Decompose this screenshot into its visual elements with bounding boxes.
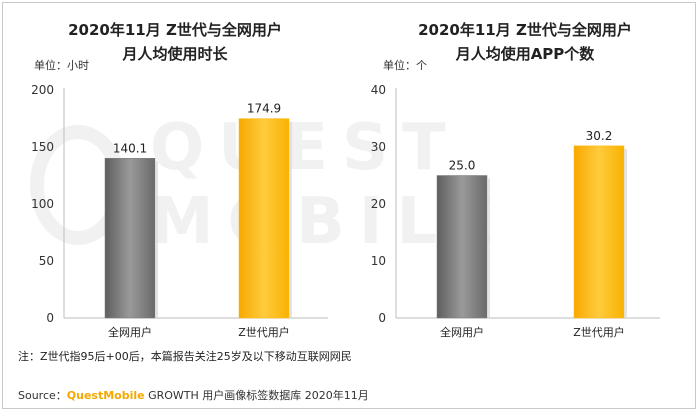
source-prefix: Source： — [18, 389, 67, 402]
chart1-bar — [104, 158, 156, 319]
chart2-data-label: 30.2 — [586, 129, 613, 143]
chart1-y-tick-label: 50 — [39, 254, 54, 268]
chart1-data-label: 140.1 — [113, 141, 147, 155]
chart1-unit-label: 单位：小时 — [34, 59, 89, 72]
chart2-unit-label: 单位：个 — [383, 59, 427, 72]
chart2-title-line1: 2020年11月 Z世代与全网用户 — [418, 21, 632, 39]
source-brand: QuestMobile — [66, 389, 145, 402]
chart2-x-tick-label: 全网用户 — [440, 325, 484, 339]
chart1-y-tick-label: 0 — [46, 311, 54, 325]
chart2-y-tick-label: 10 — [371, 254, 386, 268]
chart1-title-line2: 月人均使用时长 — [122, 45, 228, 63]
source-suffix: GROWTH 用户画像标签数据库 2020年11月 — [144, 389, 369, 402]
chart2-y-tick-label: 20 — [371, 197, 386, 211]
chart2-y-tick-label: 0 — [378, 311, 386, 325]
chart1-bar-shadow — [289, 121, 292, 318]
chart1-y-tick-label: 200 — [31, 83, 54, 97]
chart2-data-label: 25.0 — [449, 159, 476, 173]
chart2-x-tick-label: Z世代用户 — [573, 325, 625, 339]
chart1-bar-shadow — [155, 161, 158, 318]
chart2-y-tick-label: 30 — [371, 140, 386, 154]
source-line: Source：QuestMobile GROWTH 用户画像标签数据库 2020… — [18, 387, 369, 403]
chart2-bar — [436, 175, 488, 319]
footnote: 注：Z世代指95后+00后，本篇报告关注25岁及以下移动互联网网民 — [18, 350, 352, 363]
chart2-bar — [573, 145, 625, 319]
chart2-bar-shadow — [624, 148, 627, 318]
chart1-title: 2020年11月 Z世代与全网用户 月人均使用时长 — [40, 18, 310, 66]
chart2-title: 2020年11月 Z世代与全网用户 月人均使用APP个数 — [380, 18, 670, 66]
chart1-y-tick-label: 150 — [31, 140, 54, 154]
chart2-bar-shadow — [487, 178, 490, 318]
chart2-title-line2: 月人均使用APP个数 — [455, 45, 595, 63]
chart1-bar — [238, 118, 290, 319]
chart1-x-tick-label: Z世代用户 — [238, 325, 290, 339]
chart1-y-tick-label: 100 — [31, 197, 54, 211]
chart1-title-line1: 2020年11月 Z世代与全网用户 — [68, 21, 282, 39]
chart1-data-label: 174.9 — [247, 102, 281, 116]
chart2-y-tick-label: 40 — [371, 83, 386, 97]
chart1-x-tick-label: 全网用户 — [108, 325, 152, 339]
